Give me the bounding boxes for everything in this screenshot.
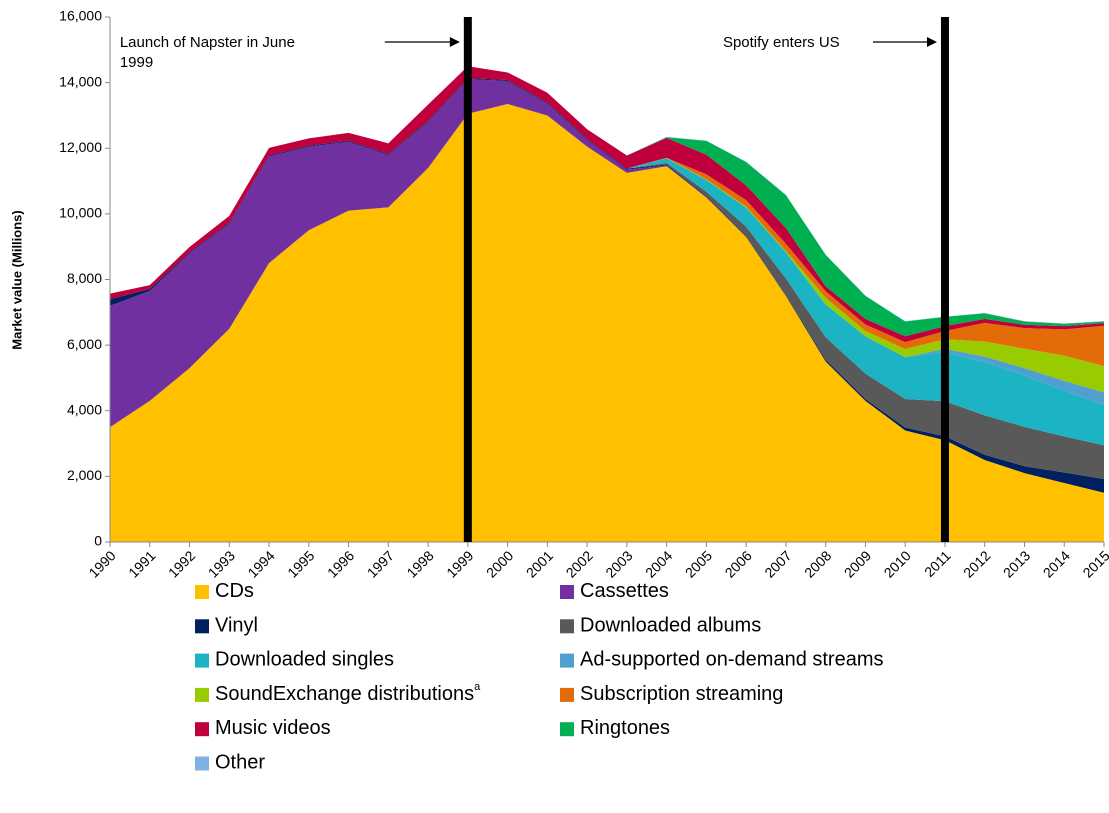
x-tick-label: 2006: [722, 547, 755, 580]
legend-swatch: [195, 722, 209, 737]
legend-name: Other: [215, 752, 265, 774]
x-tick-label: 1999: [443, 547, 476, 580]
x-tick-label: 1993: [205, 547, 238, 580]
legend-label: Downloaded singles: [215, 649, 394, 671]
x-tick-label: 2003: [602, 547, 635, 580]
annotation: Launch of Napster in June: [120, 34, 295, 51]
area: [110, 78, 1104, 479]
legend-name: Ad-supported on-demand streams: [580, 649, 884, 671]
area: [110, 78, 1104, 446]
x-tick-label: 1998: [403, 547, 436, 580]
arrow-head: [449, 37, 460, 47]
area: [110, 79, 1104, 493]
x-tick-label: 1995: [284, 547, 317, 580]
x-tick-label: 2012: [960, 547, 993, 580]
legend-swatch: [195, 687, 209, 702]
legend-label: Cassettes: [580, 580, 669, 602]
legend-label: SoundExchange distributionsa: [215, 681, 481, 705]
legend-name: Music videos: [215, 717, 331, 739]
x-tick-label: 2008: [801, 547, 834, 580]
arrow-head: [926, 37, 937, 47]
annotation: 1999: [120, 54, 153, 71]
y-tick-label: 10,000: [59, 205, 102, 221]
x-tick-label: 2000: [483, 547, 516, 580]
legend-label: Music videos: [215, 717, 331, 739]
x-tick-label: 2007: [761, 547, 794, 580]
x-tick-label: 2001: [523, 547, 556, 580]
x-tick-label: 2005: [682, 547, 715, 580]
y-tick-label: 12,000: [59, 139, 102, 155]
x-tick-label: 1996: [324, 547, 357, 580]
legend-name: SoundExchange distributions: [215, 683, 474, 705]
legend-swatch: [195, 653, 209, 668]
legend-name: Downloaded albums: [580, 615, 761, 637]
area: [110, 78, 1104, 393]
y-tick-label: 8,000: [67, 270, 102, 286]
legend-label: Downloaded albums: [580, 615, 761, 637]
legend-label: Ad-supported on-demand streams: [580, 649, 884, 671]
legend-swatch: [195, 756, 209, 771]
y-tick-label: 6,000: [67, 336, 102, 352]
x-tick-label: 1997: [364, 547, 397, 580]
area: [110, 78, 1104, 367]
x-tick-label: 1991: [125, 547, 158, 580]
legend-name: Ringtones: [580, 717, 670, 739]
x-tick-label: 2013: [1000, 547, 1033, 580]
area: [110, 103, 1104, 542]
legend-name: Subscription streaming: [580, 683, 783, 705]
legend-label: Subscription streaming: [580, 683, 783, 705]
legend-swatch: [560, 653, 574, 668]
y-tick-label: 4,000: [67, 401, 102, 417]
x-tick-label: 2002: [563, 547, 596, 580]
legend-label: Other: [215, 752, 265, 774]
y-tick-label: 0: [94, 533, 102, 549]
x-tick-label: 1994: [244, 547, 277, 580]
legend-label: Ringtones: [580, 717, 670, 739]
legend-name: Downloaded singles: [215, 649, 394, 671]
x-tick-label: 2004: [642, 547, 675, 580]
x-tick-label: 2014: [1040, 547, 1073, 580]
legend-sup: a: [474, 681, 481, 693]
legend-name: Vinyl: [215, 615, 258, 637]
legend-label: Vinyl: [215, 615, 258, 637]
legend-swatch: [560, 687, 574, 702]
legend-swatch: [560, 619, 574, 634]
legend-label: CDs: [215, 580, 254, 602]
legend-swatch: [195, 619, 209, 634]
y-tick-label: 16,000: [59, 8, 102, 24]
y-tick-label: 14,000: [59, 73, 102, 89]
x-tick-label: 1992: [165, 547, 198, 580]
legend-swatch: [195, 585, 209, 599]
x-tick-label: 2015: [1079, 547, 1109, 580]
legend-name: Cassettes: [580, 580, 669, 602]
legend-swatch: [560, 585, 574, 599]
x-tick-label: 2011: [921, 547, 954, 580]
y-tick-label: 2,000: [67, 467, 102, 483]
x-tick-label: 2009: [841, 547, 874, 580]
annotation: Spotify enters US: [723, 34, 840, 51]
legend-name: CDs: [215, 580, 254, 602]
x-tick-label: 1990: [85, 547, 118, 580]
x-tick-label: 2010: [881, 547, 914, 580]
y-axis-label: Market value (Millions): [9, 210, 24, 349]
legend-swatch: [560, 722, 574, 737]
